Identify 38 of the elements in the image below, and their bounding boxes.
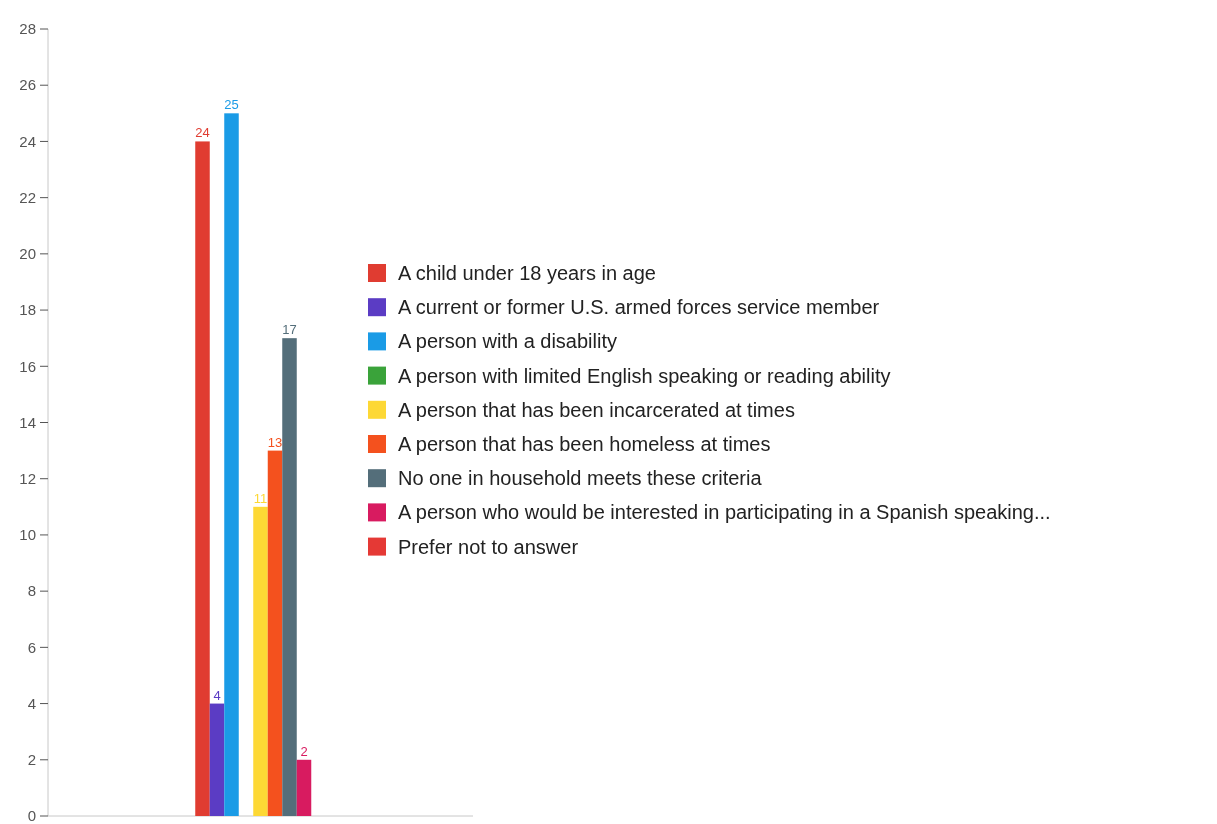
data-label: 24 [195, 125, 210, 141]
y-tick-label: 18 [19, 301, 36, 319]
legend-label: A current or former U.S. armed forces service member [398, 296, 880, 319]
data-label: 13 [267, 434, 283, 450]
y-tick-label: 10 [19, 526, 36, 544]
y-tick-label: 26 [19, 76, 36, 94]
y-tick-label: 8 [27, 582, 36, 600]
legend-label: A person with a disability [398, 330, 618, 353]
y-tick-label: 12 [19, 469, 36, 487]
legend-label: A person that has been incarcerated at times [398, 398, 795, 421]
data-label: 2 [300, 743, 308, 759]
y-tick-label: 2 [27, 751, 36, 769]
y-tick-label: 6 [27, 638, 36, 656]
y-tick-label: 20 [19, 245, 36, 263]
data-label: 25 [224, 97, 239, 113]
legend-label: A person that has been homeless at times [398, 433, 771, 455]
legend-label: No one in household meets these criteria [398, 467, 763, 490]
data-label: 17 [282, 322, 297, 338]
bar [224, 113, 239, 816]
legend-label: Prefer not to answer [398, 535, 579, 558]
y-tick-label: 28 [19, 20, 36, 38]
bar [253, 506, 268, 816]
bar [267, 450, 283, 816]
y-tick-label: 0 [27, 807, 36, 824]
y-tick-label: 24 [19, 132, 36, 150]
legend-label: A person who would be interested in participating in a Spanish speaking... [398, 501, 1051, 524]
y-tick-label: 22 [19, 188, 36, 206]
bar [282, 338, 297, 816]
y-tick-label: 14 [19, 413, 36, 431]
bar [296, 759, 312, 816]
data-label: 4 [213, 687, 221, 703]
y-tick-label: 16 [19, 357, 36, 375]
legend-label: A child under 18 years in age [398, 262, 656, 284]
bar [195, 141, 210, 816]
y-tick-label: 4 [27, 694, 36, 712]
legend-label: A person with limited English speaking or reading ability [398, 364, 891, 387]
data-label: 11 [253, 490, 268, 506]
bar [209, 703, 225, 816]
